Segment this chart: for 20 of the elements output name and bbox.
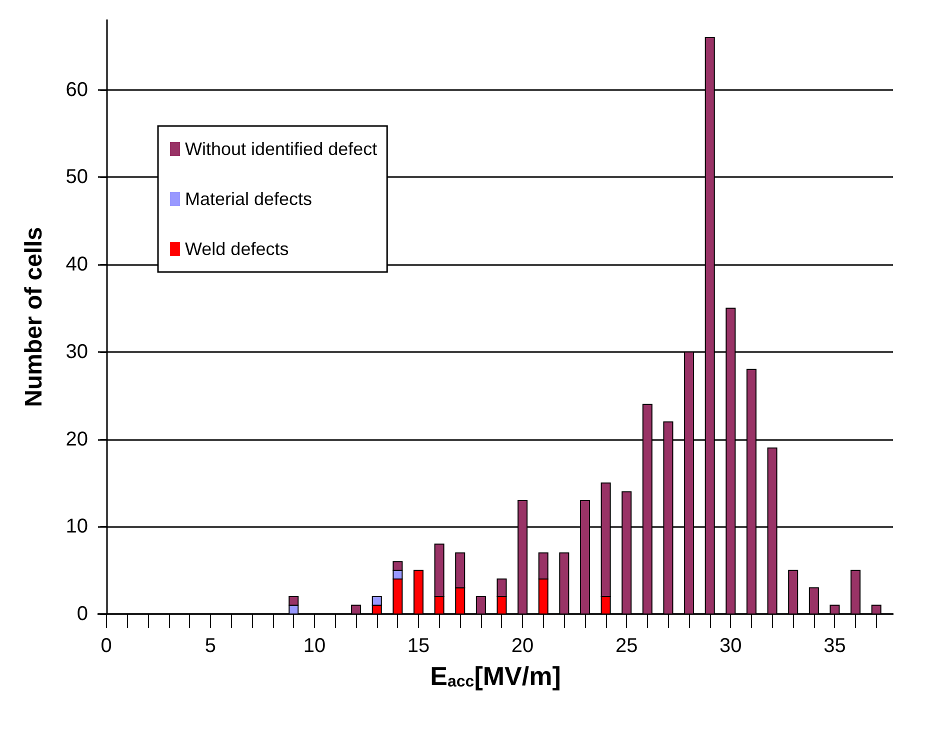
y-axis-title: Number of cells [20,226,48,408]
x-tick-label: 0 [100,635,112,657]
y-tick-label: 10 [66,516,88,538]
x-tick-label: 35 [824,635,846,657]
legend-label: Material defects [185,189,312,209]
y-tick-label: 0 [76,603,88,625]
x-tick-label: 25 [615,635,638,657]
x-tick-label: 20 [511,635,534,657]
y-tick-label: 60 [66,78,88,101]
y-tick-label: 30 [66,340,88,363]
x-tick-label: 30 [720,635,742,657]
x-tick-label: 15 [407,635,430,657]
legend-label: Weld defects [185,239,289,259]
y-tick-label: 40 [66,254,88,276]
x-tick-label: 10 [303,635,326,657]
legend-label: Without identified defect [185,139,378,159]
y-tick-label: 20 [66,428,88,450]
y-tick-label: 50 [66,166,88,188]
x-axis-title: Eacc[MV/m] [430,661,561,691]
x-tick-label: 5 [204,635,216,657]
